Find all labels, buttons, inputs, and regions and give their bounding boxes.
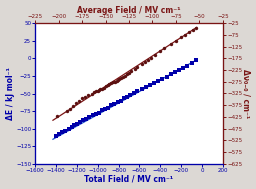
X-axis label: Total Field / MV cm⁻¹: Total Field / MV cm⁻¹ bbox=[84, 174, 174, 184]
Point bbox=[183, 34, 187, 37]
Point bbox=[174, 39, 178, 42]
Point bbox=[144, 86, 148, 89]
Point bbox=[106, 84, 110, 87]
Point bbox=[80, 97, 84, 100]
Point bbox=[135, 90, 140, 93]
Point bbox=[132, 91, 136, 94]
Point bbox=[100, 109, 104, 112]
Point bbox=[70, 125, 74, 128]
Point bbox=[67, 127, 71, 130]
Point bbox=[77, 99, 81, 102]
Point bbox=[194, 26, 198, 29]
Point bbox=[97, 88, 101, 91]
Point bbox=[94, 90, 98, 93]
Point bbox=[91, 114, 95, 117]
Point bbox=[115, 79, 120, 82]
Point bbox=[87, 116, 91, 119]
Point bbox=[97, 111, 101, 114]
Point bbox=[152, 81, 156, 84]
Point bbox=[60, 131, 64, 134]
Point bbox=[165, 75, 169, 78]
Point bbox=[169, 43, 173, 46]
Point bbox=[78, 121, 82, 124]
Point bbox=[158, 50, 162, 53]
Point bbox=[114, 79, 119, 82]
Point bbox=[111, 81, 115, 84]
Point bbox=[119, 99, 123, 102]
Point bbox=[106, 106, 110, 109]
Point bbox=[125, 73, 129, 76]
Point bbox=[128, 93, 132, 96]
Point bbox=[190, 29, 195, 32]
Point bbox=[104, 85, 108, 88]
Point bbox=[98, 88, 102, 91]
Point bbox=[194, 59, 198, 62]
Point bbox=[121, 76, 125, 79]
Point bbox=[189, 62, 194, 65]
Point bbox=[54, 134, 58, 137]
Point bbox=[71, 105, 75, 108]
Point bbox=[112, 103, 116, 106]
Point bbox=[140, 88, 144, 91]
Point bbox=[129, 70, 133, 73]
Point bbox=[109, 104, 113, 107]
Point bbox=[63, 129, 68, 132]
Point bbox=[146, 58, 150, 61]
Point bbox=[133, 67, 137, 70]
X-axis label: Average Field / MV cm⁻¹: Average Field / MV cm⁻¹ bbox=[77, 5, 181, 15]
Point bbox=[153, 53, 157, 56]
Point bbox=[96, 89, 100, 92]
Y-axis label: Δν₀₋₀ / cm⁻¹: Δν₀₋₀ / cm⁻¹ bbox=[241, 69, 250, 118]
Point bbox=[89, 92, 93, 95]
Point bbox=[187, 31, 191, 34]
Point bbox=[181, 67, 185, 70]
Point bbox=[92, 91, 96, 94]
Point bbox=[81, 119, 85, 122]
Point bbox=[125, 95, 129, 98]
Point bbox=[55, 115, 59, 118]
Point bbox=[135, 65, 140, 68]
Point bbox=[115, 100, 120, 103]
Point bbox=[179, 36, 183, 39]
Point bbox=[68, 108, 72, 111]
Point bbox=[107, 83, 111, 86]
Point bbox=[149, 56, 153, 59]
Y-axis label: ΔE / kJ mol⁻¹: ΔE / kJ mol⁻¹ bbox=[6, 67, 15, 120]
Point bbox=[148, 84, 152, 87]
Point bbox=[94, 112, 98, 115]
Point bbox=[173, 71, 177, 74]
Point bbox=[116, 78, 121, 81]
Point bbox=[75, 122, 79, 125]
Point bbox=[162, 46, 166, 49]
Point bbox=[113, 80, 118, 83]
Point bbox=[127, 72, 131, 75]
Point bbox=[103, 108, 107, 111]
Point bbox=[86, 93, 90, 96]
Point bbox=[83, 95, 87, 98]
Point bbox=[177, 69, 181, 72]
Point bbox=[65, 110, 69, 113]
Point bbox=[160, 77, 164, 80]
Point bbox=[123, 74, 127, 77]
Point bbox=[156, 79, 160, 82]
Point bbox=[140, 62, 144, 65]
Point bbox=[169, 73, 173, 76]
Point bbox=[143, 60, 147, 63]
Point bbox=[109, 81, 113, 84]
Point bbox=[72, 124, 76, 127]
Point bbox=[84, 117, 88, 120]
Point bbox=[185, 64, 189, 67]
Point bbox=[57, 133, 61, 136]
Point bbox=[119, 77, 123, 80]
Point bbox=[102, 86, 106, 89]
Point bbox=[122, 97, 126, 100]
Point bbox=[74, 102, 78, 105]
Point bbox=[100, 87, 104, 90]
